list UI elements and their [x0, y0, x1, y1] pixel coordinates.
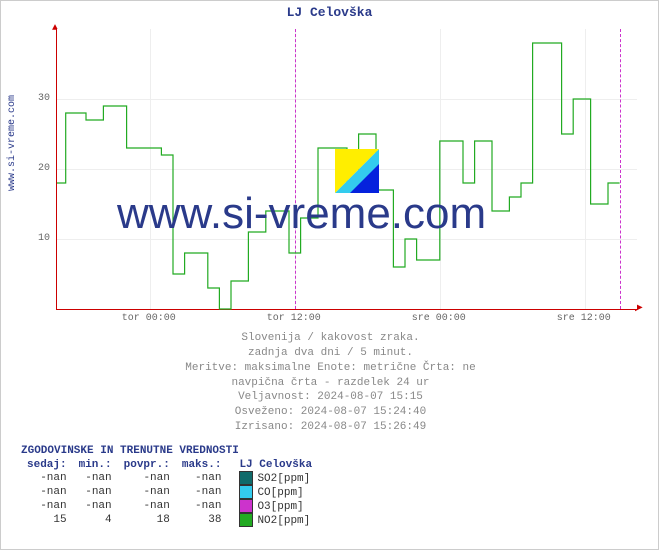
table-header: LJ Celovška: [227, 459, 318, 471]
plot-area: www.si-vreme.com: [56, 29, 637, 310]
table-cell: 4: [73, 513, 118, 527]
xtick-label: sre 12:00: [554, 313, 614, 324]
watermark-text: www.si-vreme.com: [117, 189, 486, 239]
legend-swatch: [239, 485, 253, 499]
legend-cell: NO2[ppm]: [227, 513, 318, 527]
legend-cell: O3[ppm]: [227, 499, 318, 513]
table-cell: -nan: [118, 499, 176, 513]
legend-label: O3[ppm]: [257, 501, 303, 513]
chart-container: LJ Celovška www.si-vreme.com ▲ ▶ www.si-…: [0, 0, 659, 550]
legend-cell: CO[ppm]: [227, 485, 318, 499]
caption-line: Veljavnost: 2024-08-07 15:15: [1, 390, 659, 405]
table-cell: -nan: [73, 471, 118, 485]
caption-line: zadnja dva dni / 5 minut.: [1, 346, 659, 361]
legend-label: SO2[ppm]: [257, 473, 310, 485]
watermark-logo: [335, 149, 379, 193]
ytick-label: 30: [20, 93, 50, 104]
table-cell: 15: [21, 513, 73, 527]
caption-line: Izrisano: 2024-08-07 15:26:49: [1, 420, 659, 435]
table-cell: 18: [118, 513, 176, 527]
table-title: ZGODOVINSKE IN TRENUTNE VREDNOSTI: [21, 445, 318, 457]
xtick-label: tor 12:00: [264, 313, 324, 324]
table-cell: 38: [176, 513, 228, 527]
caption-block: Slovenija / kakovost zraka. zadnja dva d…: [1, 331, 659, 435]
table-cell: -nan: [176, 499, 228, 513]
table-header: maks.:: [176, 459, 228, 471]
table-row: 1541838 NO2[ppm]: [21, 513, 318, 527]
legend-swatch: [239, 513, 253, 527]
table-cell: -nan: [21, 499, 73, 513]
table-cell: -nan: [73, 485, 118, 499]
caption-line: Osveženo: 2024-08-07 15:24:40: [1, 405, 659, 420]
legend-cell: SO2[ppm]: [227, 471, 318, 485]
history-table: sedaj:min.:povpr.:maks.:LJ Celovška -nan…: [21, 459, 318, 527]
table-row: -nan-nan-nan-nanSO2[ppm]: [21, 471, 318, 485]
y-axis-link[interactable]: www.si-vreme.com: [7, 95, 18, 191]
table-row: -nan-nan-nan-nanO3[ppm]: [21, 499, 318, 513]
table-cell: -nan: [21, 471, 73, 485]
table-header: povpr.:: [118, 459, 176, 471]
history-table-block: ZGODOVINSKE IN TRENUTNE VREDNOSTI sedaj:…: [21, 445, 318, 527]
table-cell: -nan: [176, 471, 228, 485]
xtick-label: sre 00:00: [409, 313, 469, 324]
ytick-label: 10: [20, 233, 50, 244]
caption-line: Meritve: maksimalne Enote: metrične Črta…: [1, 361, 659, 376]
table-cell: -nan: [118, 485, 176, 499]
chart-title: LJ Celovška: [1, 1, 658, 20]
legend-label: CO[ppm]: [257, 487, 303, 499]
table-cell: -nan: [176, 485, 228, 499]
legend-swatch: [239, 499, 253, 513]
caption-line: Slovenija / kakovost zraka.: [1, 331, 659, 346]
legend-label: NO2[ppm]: [257, 515, 310, 527]
xtick-label: tor 00:00: [119, 313, 179, 324]
table-cell: -nan: [118, 471, 176, 485]
table-header: min.:: [73, 459, 118, 471]
table-header: sedaj:: [21, 459, 73, 471]
caption-line: navpična črta - razdelek 24 ur: [1, 376, 659, 391]
table-row: -nan-nan-nan-nanCO[ppm]: [21, 485, 318, 499]
legend-swatch: [239, 471, 253, 485]
ytick-label: 20: [20, 163, 50, 174]
table-cell: -nan: [73, 499, 118, 513]
table-cell: -nan: [21, 485, 73, 499]
